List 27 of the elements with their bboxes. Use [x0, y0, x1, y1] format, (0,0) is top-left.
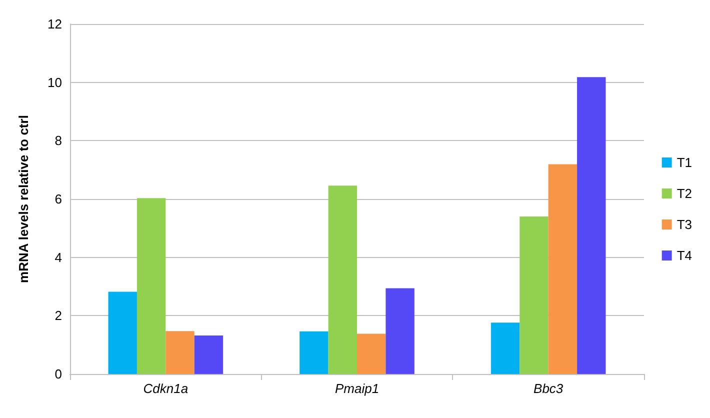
x-tick-label: Bbc3: [534, 381, 564, 396]
legend-label: T3: [676, 217, 692, 232]
legend-label: T1: [676, 155, 692, 170]
x-tick-label: Pmaip1: [334, 381, 380, 396]
y-tick-label: 8: [54, 133, 62, 148]
y-tick-label: 10: [48, 74, 62, 90]
legend-label: T4: [676, 248, 692, 263]
bar: [577, 77, 606, 374]
x-tick-label: Cdkn1a: [143, 381, 188, 396]
bar: [108, 292, 137, 374]
bar: [166, 331, 194, 374]
y-tick-label: 0: [54, 366, 62, 382]
y-tick-label: 6: [54, 192, 62, 206]
bar: [300, 331, 328, 374]
bar: [490, 322, 520, 374]
y-axis-title: mRNA levels relative to ctrl: [16, 115, 31, 283]
y-tick-label: 12: [48, 16, 62, 32]
bar: [136, 198, 166, 374]
y-tick-label: 4: [54, 250, 62, 265]
legend-label: T2: [676, 186, 692, 201]
bar: [194, 336, 224, 374]
bar: [520, 216, 548, 374]
bar: [548, 164, 578, 374]
bar: [386, 288, 414, 374]
bar: [328, 186, 357, 374]
y-tick-label: 2: [54, 308, 62, 324]
bar: [357, 334, 386, 374]
